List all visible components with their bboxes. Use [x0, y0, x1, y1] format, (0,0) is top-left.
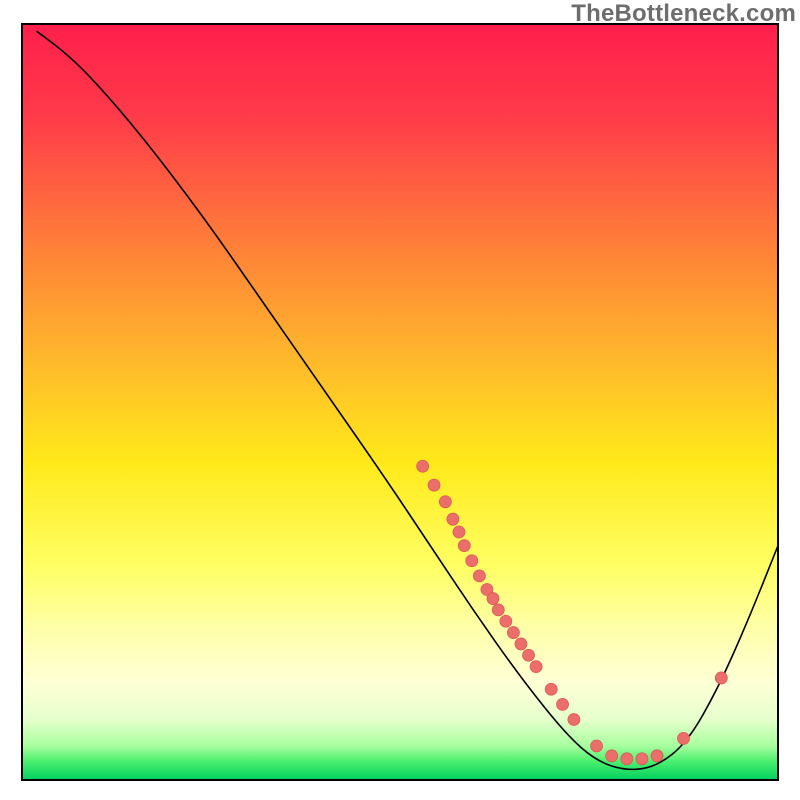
data-marker — [473, 570, 485, 582]
data-marker — [651, 750, 663, 762]
data-marker — [458, 540, 470, 552]
data-marker — [453, 526, 465, 538]
data-marker — [715, 672, 727, 684]
data-marker — [523, 649, 535, 661]
data-marker — [492, 604, 504, 616]
chart-svg — [0, 0, 800, 800]
data-marker — [568, 714, 580, 726]
data-marker — [417, 460, 429, 472]
data-marker — [530, 661, 542, 673]
data-marker — [606, 750, 618, 762]
data-marker — [428, 479, 440, 491]
data-marker — [636, 753, 648, 765]
data-marker — [466, 555, 478, 567]
data-marker — [447, 513, 459, 525]
data-marker — [507, 627, 519, 639]
data-marker — [487, 593, 499, 605]
data-marker — [557, 698, 569, 710]
data-marker — [591, 740, 603, 752]
data-marker — [439, 496, 451, 508]
data-marker — [545, 683, 557, 695]
data-marker — [500, 615, 512, 627]
data-marker — [515, 638, 527, 650]
data-marker — [678, 732, 690, 744]
bottleneck-chart: TheBottleneck.com — [0, 0, 800, 800]
data-marker — [621, 753, 633, 765]
plot-background — [22, 24, 778, 780]
